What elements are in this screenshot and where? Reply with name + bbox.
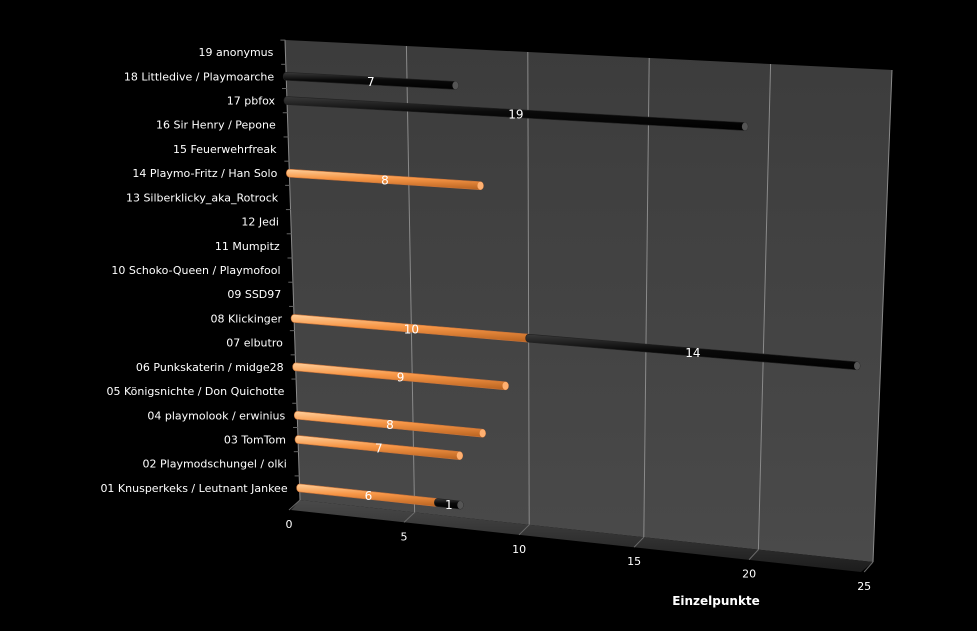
data-label: 8 bbox=[386, 418, 394, 432]
floor-line-20 bbox=[748, 549, 759, 560]
bar-cap bbox=[452, 81, 459, 90]
category-label: 18 Littledive / Playmoarche bbox=[124, 70, 275, 83]
category-label: 17 pbfox bbox=[227, 95, 276, 108]
bar-cap bbox=[457, 501, 464, 510]
data-label: 7 bbox=[375, 442, 383, 456]
grid-line-5 bbox=[405, 45, 416, 513]
category-label: 19 anonymus bbox=[199, 46, 274, 59]
grid-line-20 bbox=[757, 63, 772, 550]
category-label: 06 Punkskaterin / midge28 bbox=[136, 361, 284, 374]
category-label: 02 Playmodschungel / olki bbox=[143, 458, 287, 471]
category-label: 11 Mumpitz bbox=[215, 240, 280, 253]
grid-line-25 bbox=[872, 69, 893, 563]
category-label: 04 playmolook / erwinius bbox=[147, 409, 285, 422]
category-label: 13 Silberklicky_aka_Rotrock bbox=[126, 191, 279, 204]
grid-line-0 bbox=[284, 39, 301, 501]
category-label: 03 TomTom bbox=[224, 433, 286, 446]
category-label: 07 elbutro bbox=[226, 337, 283, 350]
grid-line-10 bbox=[527, 51, 530, 525]
data-label: 10 bbox=[404, 322, 419, 336]
category-label: 05 Königsnichte / Don Quichotte bbox=[106, 385, 284, 398]
bar-cap bbox=[456, 451, 463, 460]
x-tick-label: 25 bbox=[857, 580, 871, 593]
bar-cap bbox=[854, 361, 861, 370]
grid-line-15 bbox=[643, 57, 650, 538]
category-label: 15 Feuerwehrfreak bbox=[173, 143, 277, 156]
x-tick-label: 0 bbox=[286, 518, 293, 531]
x-axis-ticks: 0 5 10 15 20 25 bbox=[286, 518, 872, 593]
data-label: 1 bbox=[445, 498, 453, 512]
x-tick-label: 5 bbox=[401, 530, 408, 543]
data-label: 14 bbox=[685, 346, 700, 360]
x-tick-label: 20 bbox=[742, 568, 756, 581]
bar-cap bbox=[477, 181, 484, 190]
data-label: 7 bbox=[367, 75, 375, 89]
x-axis-title: Einzelpunkte bbox=[672, 594, 760, 608]
bar-cap bbox=[479, 429, 486, 438]
data-label: 8 bbox=[381, 173, 389, 187]
data-label: 6 bbox=[365, 489, 373, 503]
data-label: 9 bbox=[397, 370, 405, 384]
floor-line-15 bbox=[633, 536, 645, 548]
floor-line-0 bbox=[288, 499, 301, 511]
category-label: 09 SSD97 bbox=[227, 288, 281, 301]
data-label: 19 bbox=[508, 108, 523, 122]
category-label: 01 Knusperkeks / Leutnant Jankee bbox=[100, 482, 287, 495]
x-tick-label: 10 bbox=[512, 543, 526, 556]
category-axis: 01 Knusperkeks / Leutnant Jankee 02 Playm… bbox=[100, 39, 300, 495]
category-label: 14 Playmo-Fritz / Han Solo bbox=[132, 167, 277, 180]
floor-line-10 bbox=[518, 524, 530, 536]
category-label: 16 Sir Henry / Pepone bbox=[156, 119, 276, 132]
bar-cap bbox=[502, 381, 509, 390]
category-label: 10 Schoko-Queen / Playmofool bbox=[111, 264, 280, 277]
chart-floor bbox=[291, 500, 873, 572]
grid-lines bbox=[284, 39, 893, 573]
floor-line-25 bbox=[863, 561, 874, 573]
floor-line-5 bbox=[403, 512, 415, 523]
bar-cap bbox=[741, 122, 748, 131]
x-tick-label: 15 bbox=[627, 555, 641, 568]
category-label: 12 Jedi bbox=[241, 216, 279, 229]
category-label: 08 Klickinger bbox=[211, 312, 283, 325]
bars bbox=[282, 72, 861, 510]
